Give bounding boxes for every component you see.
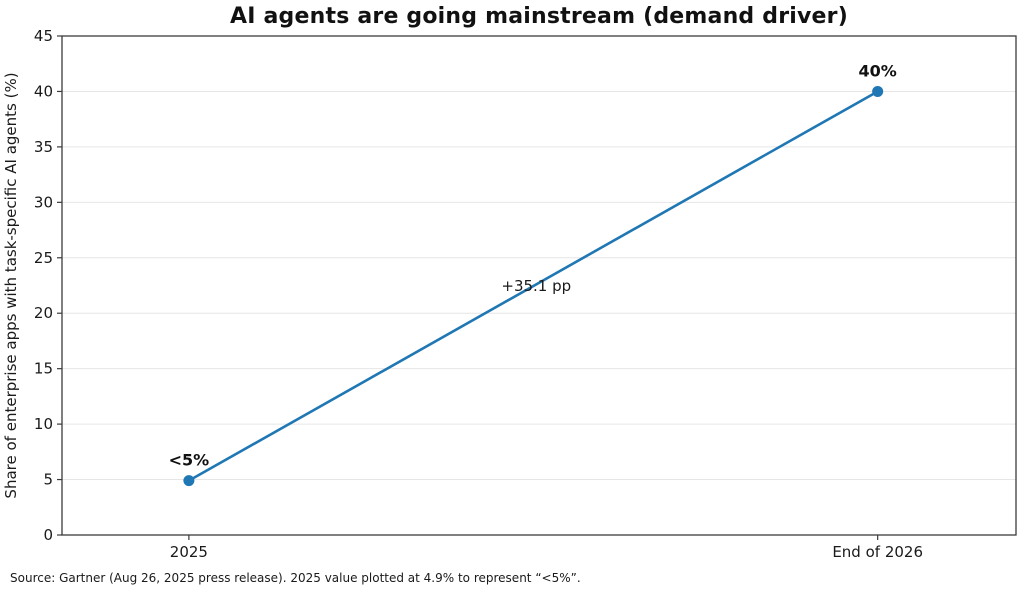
source-note: Source: Gartner (Aug 26, 2025 press rele… — [10, 571, 581, 585]
y-axis-label: Share of enterprise apps with task-speci… — [2, 72, 20, 498]
data-point-marker — [183, 475, 195, 487]
y-tick-label: 25 — [34, 249, 53, 267]
y-tick-label: 0 — [43, 526, 53, 544]
y-tick-label: 40 — [34, 82, 53, 100]
axis-frame — [61, 35, 1017, 536]
trend-line — [187, 90, 879, 482]
data-point-marker — [872, 85, 884, 97]
delta-annotation: +35.1 pp — [501, 277, 571, 295]
x-tick-label: End of 2026 — [832, 543, 923, 561]
y-tick-label: 35 — [34, 138, 53, 156]
y-tick-label: 20 — [34, 304, 53, 322]
y-tick-label: 10 — [34, 415, 53, 433]
chart-title: AI agents are going mainstream (demand d… — [230, 4, 848, 29]
y-tick-label: 45 — [34, 27, 53, 45]
y-tick-label: 15 — [34, 360, 53, 378]
data-point-label: <5% — [169, 451, 210, 470]
data-point-label: 40% — [859, 61, 897, 80]
y-tick-label: 30 — [34, 193, 53, 211]
x-tick-label: 2025 — [170, 543, 208, 561]
y-tick-label: 5 — [43, 471, 53, 489]
